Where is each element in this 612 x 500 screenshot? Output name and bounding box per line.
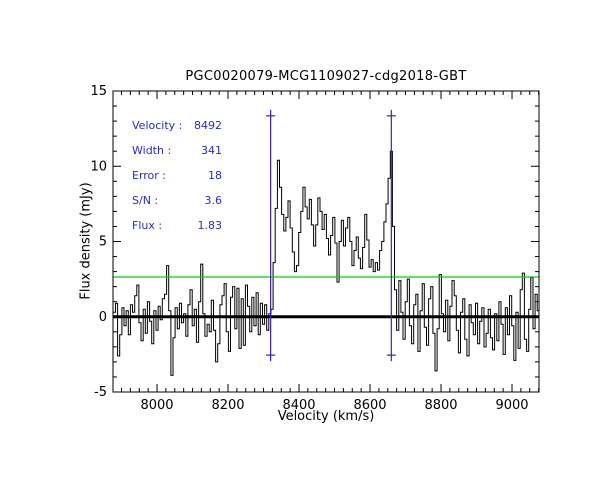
x-axis-label: Velocity (km/s) (277, 409, 375, 424)
fit-param-flux: Flux : 1.83 (132, 219, 222, 244)
spectrum-trace (113, 150, 540, 376)
x-tick-label: 8200 (211, 398, 244, 413)
fit-param-label: Width : (132, 144, 172, 157)
fit-param-value: 1.83 (197, 219, 223, 232)
fit-parameters-block: Velocity : 8492 Width : 341 Error : 18 S… (132, 119, 222, 244)
fit-param-error: Error : 18 (132, 169, 222, 194)
fit-param-label: S/N : (132, 194, 159, 207)
x-tick-label: 8000 (140, 398, 173, 413)
fit-param-velocity: Velocity : 8492 (132, 119, 222, 144)
fit-param-value: 3.6 (204, 194, 223, 207)
x-tick-label: 8400 (282, 398, 315, 413)
plot-title: PGC0020079-MCG1109027-cdg2018-GBT (185, 69, 467, 84)
y-tick-label: 0 (99, 310, 107, 325)
x-tick-label: 9000 (495, 398, 528, 413)
fit-param-sn: S/N : 3.6 (132, 194, 222, 219)
fit-param-label: Error : (132, 169, 167, 182)
y-axis-label: Flux density (mJy) (78, 182, 94, 300)
fit-param-value: 8492 (194, 119, 222, 132)
y-tick-label: 5 (99, 235, 107, 250)
fit-param-label: Flux : (132, 219, 163, 232)
x-tick-label: 8600 (353, 398, 386, 413)
fit-param-value: 341 (201, 144, 222, 157)
y-tick-label: 10 (90, 159, 107, 174)
y-tick-label: -5 (94, 385, 107, 400)
x-tick-label: 8800 (424, 398, 457, 413)
fit-param-value: 18 (208, 169, 222, 182)
fit-param-width: Width : 341 (132, 144, 222, 169)
y-tick-label: 15 (90, 84, 107, 99)
fit-param-label: Velocity : (132, 119, 183, 132)
